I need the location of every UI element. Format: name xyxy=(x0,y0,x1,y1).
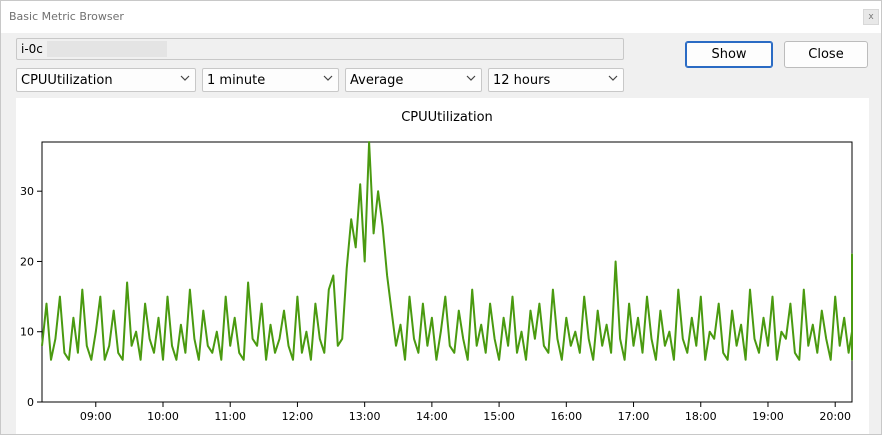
close-icon[interactable]: x xyxy=(863,9,879,25)
x-tick-label: 18:00 xyxy=(685,410,717,423)
x-tick-label: 14:00 xyxy=(416,410,448,423)
x-tick-label: 11:00 xyxy=(214,410,246,423)
x-tick-label: 19:00 xyxy=(752,410,784,423)
cpu-utilization-series-line xyxy=(41,141,853,361)
x-axis: 09:00 10:00 11:00 12:00 13:00 14:00 15:00 16:00… xyxy=(80,402,851,423)
x-tick-label: 10:00 xyxy=(147,410,179,423)
chevron-down-icon xyxy=(323,75,333,81)
x-tick-label: 16:00 xyxy=(550,410,582,423)
instance-id-redaction xyxy=(47,41,167,57)
period-select-value: 1 minute xyxy=(207,73,266,88)
range-select-value: 12 hours xyxy=(493,73,551,88)
cpu-utilization-chart: CPUUtilization 0 10 20 30 09:00 10:00 11:00 12… xyxy=(20,110,853,423)
statistic-select[interactable]: Average xyxy=(345,68,482,92)
instance-id-text: i-0c xyxy=(21,42,43,56)
show-button[interactable]: Show xyxy=(685,41,773,68)
window-title: Basic Metric Browser xyxy=(9,10,124,23)
y-tick-label: 0 xyxy=(27,396,34,409)
period-select[interactable]: 1 minute xyxy=(202,68,339,92)
statistic-select-value: Average xyxy=(350,73,404,88)
metric-select[interactable]: CPUUtilization xyxy=(16,68,196,92)
chevron-down-icon xyxy=(466,75,476,81)
x-tick-label: 13:00 xyxy=(349,410,381,423)
x-tick-label: 15:00 xyxy=(483,410,515,423)
title-bar: Basic Metric Browser x xyxy=(1,1,881,33)
x-tick-label: 12:00 xyxy=(282,410,314,423)
y-axis: 0 10 20 30 xyxy=(20,185,42,409)
plot-frame xyxy=(41,141,853,403)
y-tick-label: 30 xyxy=(20,185,34,198)
close-button[interactable]: Close xyxy=(784,41,868,68)
x-tick-label: 09:00 xyxy=(80,410,112,423)
x-tick-label: 20:00 xyxy=(819,410,851,423)
chevron-down-icon xyxy=(180,75,190,81)
x-tick-label: 17:00 xyxy=(618,410,650,423)
instance-id-field[interactable]: i-0c xyxy=(16,38,624,60)
chart-panel: CPUUtilization 0 10 20 30 09:00 10:00 11:00 12… xyxy=(16,98,869,434)
metric-select-value: CPUUtilization xyxy=(21,73,113,88)
range-select[interactable]: 12 hours xyxy=(488,68,624,92)
chevron-down-icon xyxy=(608,75,618,81)
y-tick-label: 20 xyxy=(20,255,34,268)
chart-title: CPUUtilization xyxy=(401,110,493,125)
y-tick-label: 10 xyxy=(20,326,34,339)
